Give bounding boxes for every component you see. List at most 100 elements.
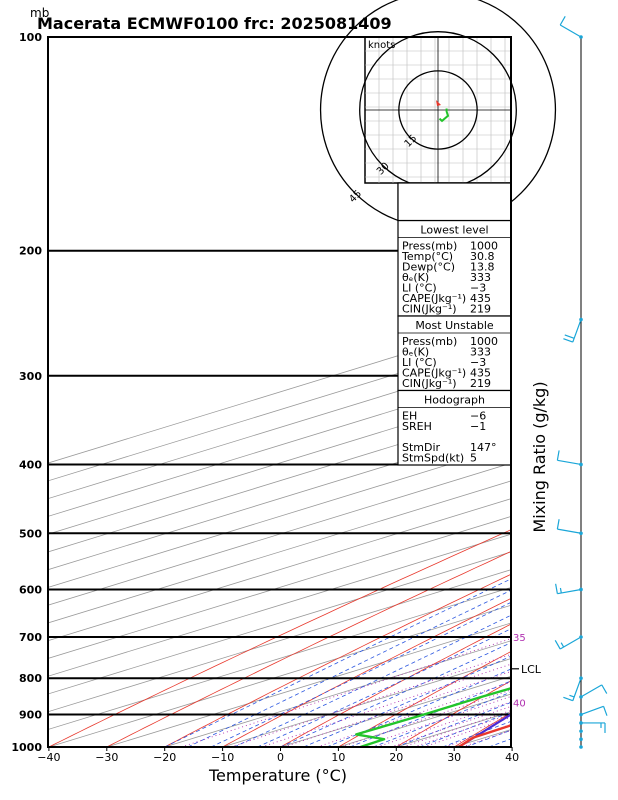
storm-motion-marker xyxy=(436,100,441,106)
index-value: 435 xyxy=(470,292,491,305)
index-value: 5 xyxy=(470,452,477,465)
most-unstable-title: Most Unstable xyxy=(415,319,494,332)
pressure-tick-label: 300 xyxy=(19,370,42,383)
index-label: EH xyxy=(402,410,417,423)
wind-barb-flag xyxy=(602,706,608,716)
x-tick-label: −20 xyxy=(153,751,176,764)
index-label: LI (°C) xyxy=(402,356,437,369)
pressure-tick-label: 600 xyxy=(19,583,42,596)
index-label: Press(mb) xyxy=(402,335,457,348)
isotherm-line xyxy=(48,338,511,482)
chart-title: Macerata ECMWF0100 frc: 2025081409 xyxy=(37,14,392,33)
moist-adiabat-line xyxy=(187,589,511,747)
dry-adiabat-line xyxy=(280,623,511,747)
dry-adiabat-label: 35 xyxy=(513,633,526,644)
isotherm-line xyxy=(48,551,511,695)
index-value: −1 xyxy=(470,420,486,433)
wind-barb-flag xyxy=(555,583,558,594)
index-label: StmSpd(kt) xyxy=(402,452,464,465)
index-label: StmDir xyxy=(402,441,441,454)
lcl-label: LCL xyxy=(521,663,542,676)
dry-adiabat-line xyxy=(48,529,511,747)
moist-adiabat-line xyxy=(396,701,511,747)
index-panel-frames xyxy=(397,182,512,466)
isotherm-line xyxy=(48,498,511,642)
index-value: 30.8 xyxy=(470,250,495,263)
plot-frame xyxy=(47,36,512,748)
isotherm-line xyxy=(48,516,511,659)
isotherm-line xyxy=(48,533,511,677)
index-value: −6 xyxy=(470,410,486,423)
dry-adiabat-line xyxy=(512,37,618,747)
wind-barb-flag xyxy=(601,684,608,694)
unit-label: mb xyxy=(30,6,49,20)
hodograph-ring-label: 45 xyxy=(347,188,364,205)
mixing-ratio-line xyxy=(261,663,511,747)
wind-barb-flag xyxy=(564,334,575,339)
index-label: SREH xyxy=(402,420,432,433)
y-axis-label: Mixing Ratio (g/kg) xyxy=(530,381,549,532)
index-label: CAPE(Jkg⁻¹) xyxy=(402,292,466,305)
pressure-tick-label: 400 xyxy=(19,458,42,471)
wind-barb-shaft xyxy=(580,705,604,716)
isotherm-line xyxy=(48,320,511,464)
wind-barb-half-flag xyxy=(560,642,565,648)
isotherm-line xyxy=(48,604,511,747)
isotherm-line xyxy=(512,37,618,747)
index-value: 435 xyxy=(470,367,491,380)
dry-adiabat-label: 40 xyxy=(513,698,526,709)
most-unstable-box xyxy=(397,315,512,392)
index-value: 1000 xyxy=(470,240,498,253)
index-label: θₑ(K) xyxy=(402,271,429,284)
index-label: Temp(°C) xyxy=(401,250,453,263)
wind-barb-shaft xyxy=(580,684,603,698)
x-tick-label: 40 xyxy=(505,751,519,764)
index-value: 1000 xyxy=(470,335,498,348)
index-value: 147° xyxy=(470,441,497,454)
pressure-tick-label: 700 xyxy=(19,631,42,644)
pressure-tick-label: 900 xyxy=(19,709,42,722)
x-tick-label: 30 xyxy=(447,751,461,764)
pressure-tick-label: 100 xyxy=(19,31,42,44)
dry-adiabat-line xyxy=(338,651,511,747)
wind-barb-station xyxy=(579,737,583,741)
index-label: Dewp(°C) xyxy=(402,261,455,274)
x-tick-label: 10 xyxy=(331,751,345,764)
dry-adiabat-line xyxy=(106,550,511,747)
mixing-ratio-line xyxy=(230,653,511,747)
lowest-level-box xyxy=(397,219,512,317)
index-label: θₑ(K) xyxy=(402,346,429,359)
x-tick-label: −40 xyxy=(37,751,60,764)
wind-barb-flag xyxy=(556,450,560,461)
index-label: LI (°C) xyxy=(402,282,437,295)
isotherm-line xyxy=(48,569,511,713)
x-tick-label: 0 xyxy=(277,751,284,764)
index-label: CAPE(Jkg⁻¹) xyxy=(402,367,466,380)
lowest-level-title: Lowest level xyxy=(420,224,488,237)
wind-barb-flag xyxy=(563,696,573,702)
wind-barb-flag xyxy=(556,519,560,530)
index-value: 13.8 xyxy=(470,261,495,274)
hodograph-stats-title: Hodograph xyxy=(424,394,485,407)
pressure-tick-label: 500 xyxy=(19,527,42,540)
wind-barb-half-flag xyxy=(569,694,575,698)
index-value: 333 xyxy=(470,346,491,359)
dry-adiabat-line xyxy=(570,37,618,747)
dry-adiabat-line xyxy=(164,573,511,747)
hodograph-units-label: knots xyxy=(368,40,395,51)
general-indices-box xyxy=(397,182,512,222)
wind-barb-shaft xyxy=(559,24,582,38)
isotherm-line xyxy=(106,622,511,747)
moist-adiabat-line xyxy=(257,628,511,747)
x-tick-label: −10 xyxy=(211,751,234,764)
x-tick-label: 20 xyxy=(389,751,403,764)
moist-adiabat-line xyxy=(326,668,511,747)
index-value: 219 xyxy=(470,303,491,316)
x-tick-label: −30 xyxy=(95,751,118,764)
index-value: 219 xyxy=(470,377,491,390)
isotherm-line xyxy=(48,356,511,500)
wind-barb-shaft xyxy=(557,588,582,595)
index-value: 333 xyxy=(470,271,491,284)
